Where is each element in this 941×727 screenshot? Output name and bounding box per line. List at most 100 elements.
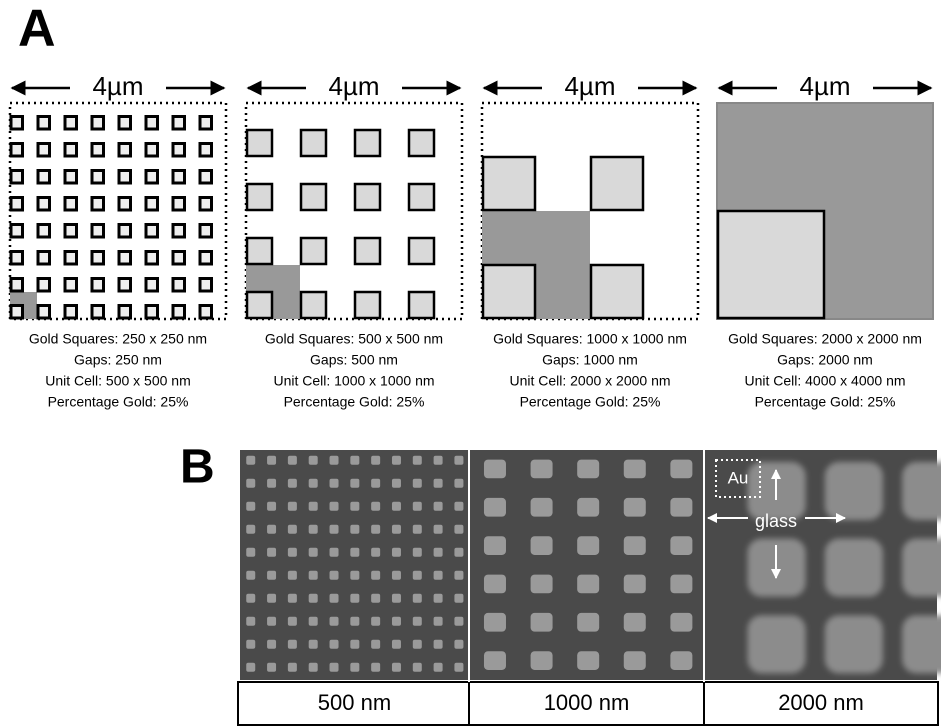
gold-square (200, 117, 212, 130)
gold-square (409, 184, 434, 210)
gold-feature (350, 640, 359, 649)
gold-feature (309, 502, 318, 511)
gold-feature (267, 502, 276, 511)
panel-label: B (180, 441, 215, 494)
gold-feature (413, 617, 422, 626)
gold-square (409, 130, 434, 156)
gold-feature (413, 594, 422, 603)
gold-feature (288, 640, 297, 649)
gold-square (38, 252, 50, 265)
gold-square (11, 306, 23, 319)
gold-square (92, 144, 104, 157)
scale-label: 4µm (92, 71, 143, 101)
gold-square (355, 130, 380, 156)
gold-feature (624, 651, 646, 670)
gold-feature (371, 617, 380, 626)
gold-square (173, 171, 185, 184)
gold-square (65, 198, 77, 211)
gold-feature (246, 548, 255, 557)
caption-line: Percentage Gold: 25% (520, 394, 661, 410)
gold-feature (267, 548, 276, 557)
gold-square (11, 117, 23, 130)
gold-feature (577, 651, 599, 670)
gold-feature (309, 571, 318, 580)
gold-feature (371, 663, 380, 672)
scale-label: 2000 nm (778, 690, 864, 715)
gold-feature (484, 498, 506, 517)
gold-feature (392, 456, 401, 465)
gold-square (146, 306, 158, 319)
gold-feature (670, 575, 692, 594)
gold-feature (330, 479, 339, 488)
gold-feature (267, 640, 276, 649)
gold-feature (392, 479, 401, 488)
gold-square (92, 225, 104, 238)
gold-square (355, 292, 380, 318)
gold-feature (288, 617, 297, 626)
gold-feature (484, 651, 506, 670)
caption-line: Gaps: 500 nm (310, 352, 398, 368)
gold-square (92, 306, 104, 319)
gold-feature (309, 479, 318, 488)
gold-square (718, 211, 824, 318)
gold-square (119, 144, 131, 157)
gold-feature (454, 456, 463, 465)
figure: A B 4µmGold Squares: 250 x 250 nmGaps: 2… (0, 0, 941, 727)
gold-square (173, 252, 185, 265)
gold-feature (670, 613, 692, 632)
gold-feature (434, 548, 443, 557)
gold-square (173, 117, 185, 130)
gold-feature (309, 617, 318, 626)
gold-square (146, 198, 158, 211)
gold-square (92, 171, 104, 184)
gold-feature (309, 594, 318, 603)
gold-feature (267, 594, 276, 603)
gold-square (65, 225, 77, 238)
gold-square (11, 225, 23, 238)
gold-feature (434, 479, 443, 488)
gold-feature (288, 571, 297, 580)
gold-feature (246, 525, 255, 534)
gold-square (483, 157, 535, 210)
gold-feature (267, 479, 276, 488)
gold-feature (288, 548, 297, 557)
gold-feature (413, 479, 422, 488)
gold-feature (330, 525, 339, 534)
gold-feature (413, 640, 422, 649)
gold-square (200, 144, 212, 157)
gold-square (247, 238, 272, 264)
gold-feature (246, 456, 255, 465)
au-label: Au (728, 468, 749, 487)
gold-feature (454, 548, 463, 557)
gold-square (38, 306, 50, 319)
gold-feature (330, 502, 339, 511)
scale-label: 4µm (799, 71, 850, 101)
gold-feature (267, 571, 276, 580)
gold-feature (246, 479, 255, 488)
gold-feature (413, 571, 422, 580)
gold-feature (246, 594, 255, 603)
gold-feature (350, 663, 359, 672)
gold-feature (434, 502, 443, 511)
gold-square (65, 279, 77, 292)
gold-feature (330, 640, 339, 649)
gold-square (146, 144, 158, 157)
caption-line: Gold Squares: 250 x 250 nm (29, 331, 207, 347)
gold-feature (748, 615, 806, 673)
gold-feature (454, 525, 463, 534)
gold-square (409, 292, 434, 318)
gold-feature (350, 617, 359, 626)
gold-square (92, 198, 104, 211)
gold-feature (392, 640, 401, 649)
gold-square (65, 252, 77, 265)
gold-feature (577, 536, 599, 555)
gold-square (65, 171, 77, 184)
gold-feature (434, 456, 443, 465)
gold-feature (330, 548, 339, 557)
gold-feature (392, 663, 401, 672)
gold-square (38, 279, 50, 292)
gold-square (119, 252, 131, 265)
gold-feature (309, 548, 318, 557)
gold-feature (246, 571, 255, 580)
